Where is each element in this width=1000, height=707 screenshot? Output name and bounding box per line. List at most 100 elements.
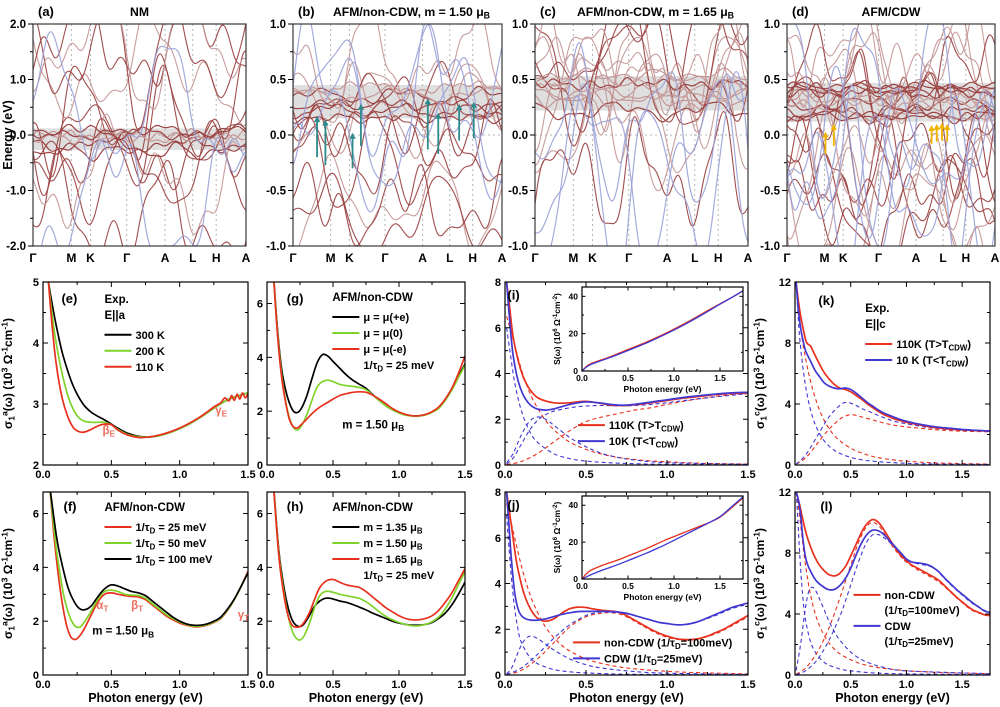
kpoint-label: K <box>588 251 597 265</box>
y-tick-label: 0 <box>33 670 39 682</box>
kpoint-label: K <box>86 251 95 265</box>
x-tick-label: 0.5 <box>843 679 858 691</box>
inset-background <box>582 496 743 579</box>
band-line <box>787 95 995 246</box>
kpoint-label: K <box>839 251 848 265</box>
y-tick-label: 4 <box>495 579 502 591</box>
kpoint-label: Γ <box>625 251 633 265</box>
kpoint-label: Γ <box>381 251 389 265</box>
band-line <box>535 42 748 203</box>
y-tick-label: 2 <box>257 616 263 628</box>
plot-frame <box>581 495 744 580</box>
x-tick-label: 1.0 <box>668 581 680 591</box>
y-tick-label: 4 <box>257 562 264 574</box>
y-tick-label: 2 <box>495 414 501 426</box>
y-tick-label: 6 <box>257 299 263 311</box>
y-tick-label: 4 <box>785 399 792 411</box>
panel-letter: (f) <box>64 499 77 514</box>
transition-arrow-head <box>424 98 432 105</box>
band-line <box>535 59 748 192</box>
y-tick-label: 6 <box>33 509 39 521</box>
panel-title: AFM/non-CDW, m = 1.65 μB <box>577 5 734 21</box>
transition-arrow-head <box>933 123 940 130</box>
y-axis-title: S(ω) (106 Ω-1cm-2) <box>552 501 562 573</box>
y-tick-label: 1.0 <box>10 75 26 87</box>
series-10k-drude-fit <box>506 327 748 465</box>
panel-letter: (e) <box>61 291 77 306</box>
x-tick-label: 1.5 <box>740 679 755 691</box>
y-tick-label: 1.0 <box>512 19 528 31</box>
band-line <box>787 48 995 180</box>
y-tick-label: -0.5 <box>760 186 780 198</box>
series-110k-mir-fit <box>795 414 990 465</box>
y-tick-label: 0.5 <box>512 75 529 87</box>
y-axis-title: σ1c(ω) (103 Ω-1cm-1) <box>751 318 768 429</box>
kpoint-label: Γ <box>123 251 131 265</box>
x-tick-label: 0.0 <box>576 373 588 383</box>
panel-e: 0.0 0.5 1.0 1.5 2 3 4 5 σ1a(ω) (103 Ω-1cm-1) (e) E… <box>0 277 256 481</box>
band-line <box>293 24 502 166</box>
y-tick-label: 0 <box>495 670 501 682</box>
y-tick-label: 0.5 <box>764 75 781 87</box>
y-tick-label: 0 <box>785 670 791 682</box>
band-line <box>787 96 995 111</box>
y-tick-label: 8 <box>785 548 791 560</box>
panel-title: NM <box>130 5 149 19</box>
feature-annotation: βT <box>131 600 143 614</box>
series-10k-mir-fit <box>795 401 990 465</box>
y-tick-label: 4 <box>257 352 264 364</box>
transition-arrow-head <box>830 123 837 130</box>
y-tick-label: 0 <box>495 460 501 472</box>
x-tick-label: 1.5 <box>457 469 472 481</box>
kpoint-label: Γ <box>875 251 883 265</box>
legend-title: E||a <box>105 310 126 322</box>
legend-title: Exp. <box>105 294 129 306</box>
legend-label: 110 K <box>136 362 165 374</box>
y-tick-label: 0.0 <box>512 130 528 142</box>
band-line <box>293 172 502 246</box>
x-tick-label: 0.0 <box>497 679 512 691</box>
kpoint-label: H <box>212 251 221 265</box>
panel-letter: (b) <box>298 4 315 19</box>
transition-arrow-head <box>938 122 946 129</box>
band-line <box>33 120 246 225</box>
kpoint-label: A <box>242 251 251 265</box>
x-tick-label: 0.5 <box>622 373 634 383</box>
panel-note: m = 1.50 μB <box>92 626 154 640</box>
y-tick-label: 0.5 <box>270 75 287 87</box>
kpoint-label: H <box>714 251 723 265</box>
y-axis-title: σ1a(ω) (103 Ω-1cm-1) <box>0 528 17 639</box>
x-tick-label: 1.5 <box>240 679 255 691</box>
x-tick-label: 1.0 <box>391 469 406 481</box>
legend-label: μ = μ(-e) <box>363 344 406 356</box>
band-line <box>33 117 246 191</box>
band-line <box>787 24 995 108</box>
band-line <box>787 152 995 246</box>
kpoint-label: L <box>939 251 946 265</box>
x-tick-label: 1.0 <box>668 373 680 383</box>
x-tick-label: 1.5 <box>240 469 255 481</box>
x-axis-title: Photon energy (eV) <box>569 691 684 705</box>
band-line <box>293 57 502 187</box>
legend-sublabel: (1/τD=100meV) <box>885 605 960 618</box>
y-tick-label: -1.0 <box>508 241 528 253</box>
x-tick-label: 1.0 <box>899 469 914 481</box>
legend-title: AFM/non-CDW <box>332 292 413 304</box>
kpoint-label: Γ <box>289 251 297 265</box>
y-tick-label: 12 <box>779 277 791 289</box>
band-line <box>33 24 246 127</box>
x-tick-label: 1.0 <box>899 679 914 691</box>
y-tick-label: 0.0 <box>270 130 286 142</box>
y-tick-label: 6 <box>495 323 501 335</box>
panel-letter: (k) <box>818 293 834 308</box>
y-tick-label: 2 <box>33 460 39 472</box>
kpoint-label: H <box>468 251 477 265</box>
band-line <box>794 24 995 200</box>
band-line <box>787 105 995 240</box>
x-tick-label: 0.5 <box>325 679 340 691</box>
plot-frame <box>266 281 466 466</box>
x-tick-label: 0.0 <box>787 679 802 691</box>
kpoint-label: L <box>446 251 453 265</box>
band-line <box>298 153 502 246</box>
